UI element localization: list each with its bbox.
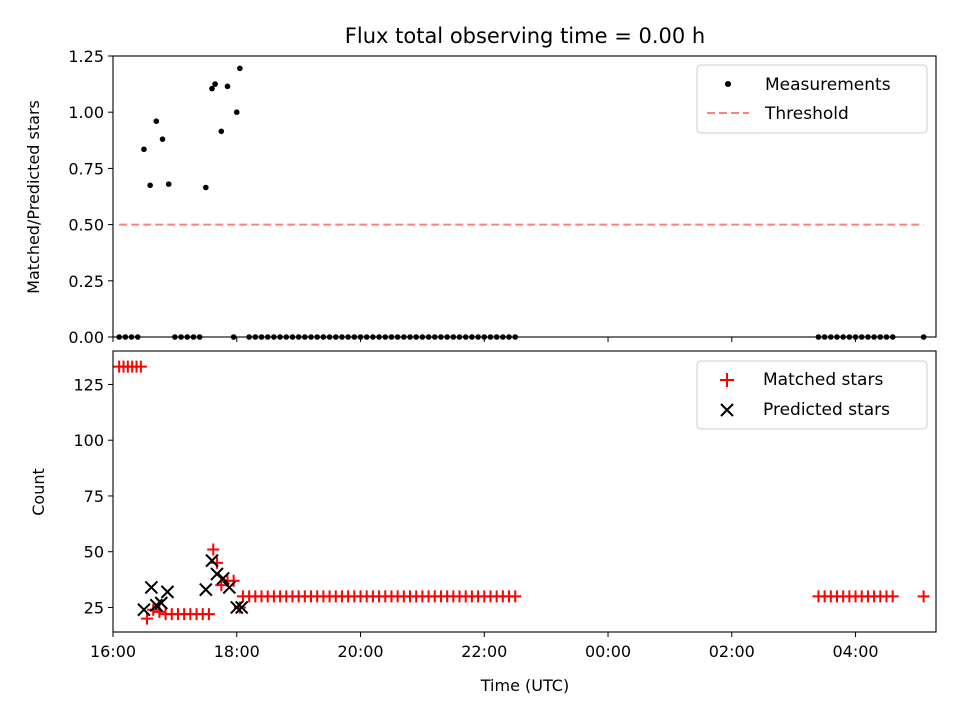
y-tick-label: 0.00 [68,328,104,347]
bottom-x-axis-label: Time (UTC) [480,676,569,695]
top-title: Flux total observing time = 0.00 h [345,24,705,48]
legend-predicted-marker [720,403,734,417]
top-legend: Measurements Threshold [696,64,928,134]
legend-matched-marker [720,373,734,387]
bottom-y-axis-label: Count [29,468,48,516]
measurement-point [141,146,147,153]
predicted-star-point [160,585,175,599]
y-tick-label: 25 [84,598,104,617]
measurement-point [165,181,172,187]
x-tick-label: 22:00 [461,642,507,661]
measurement-point [159,136,166,142]
measurement-point [224,83,231,90]
top-plot-frame [112,55,937,338]
x-tick-label: 02:00 [709,642,755,661]
bottom-plot-marks [113,360,930,625]
predicted-star-point [205,553,219,568]
measurement-point [203,184,209,191]
measurement-point [218,128,225,135]
predicted-star-point [137,602,151,617]
top-y-axis-label: Matched/Predicted stars [24,100,43,294]
y-tick-label: 75 [84,487,104,506]
top-plot-marks [116,65,927,340]
measurement-point [147,182,153,189]
y-tick-label: 0.25 [68,272,104,291]
predicted-star-point [230,600,244,615]
matched-star-point [207,543,220,556]
matched-star-point [227,574,240,587]
y-tick-label: 1.25 [68,47,104,66]
predicted-star-point [222,580,237,595]
legend-measurements-label: Measurements [765,75,891,95]
y-tick-label: 0.50 [68,216,104,235]
legend-predicted-label: Predicted stars [763,400,890,420]
measurement-point [233,109,240,115]
legend-matched-label: Matched stars [763,370,883,390]
predicted-star-point [154,596,168,610]
bottom-plot-frame [112,350,937,633]
x-tick-label: 04:00 [833,642,879,661]
y-tick-label: 100 [73,431,104,450]
matched-star-point [141,612,154,625]
bottom-axes: 25 50 75 100 125 16:00 18:00 20:00 22:00 00:00 02:… [73,375,878,661]
x-tick-label: 16:00 [90,642,136,661]
predicted-star-point [235,600,249,615]
top-panel: Flux total observing time = 0.00 h Match… [24,24,937,347]
y-tick-label: 0.75 [68,159,104,178]
bottom-legend-box [696,360,928,430]
predicted-star-point [210,567,224,581]
top-legend-box [696,64,928,134]
x-tick-label: 00:00 [585,642,631,661]
x-tick-label: 18:00 [214,642,260,661]
bottom-legend: Matched stars Predicted stars [696,360,928,430]
x-tick-label: 20:00 [337,642,383,661]
measurement-point [237,65,243,72]
measurement-point [212,81,218,87]
y-tick-label: 50 [84,543,104,562]
y-tick-label: 125 [73,375,104,394]
y-tick-label: 1.00 [68,103,104,122]
predicted-star-point [144,580,159,595]
matched-star-point [509,590,522,603]
measurement-point [209,85,215,92]
matched-star-point [134,360,147,373]
legend-threshold-label: Threshold [764,104,849,124]
measurement-point [153,118,160,124]
matched-star-point [886,590,899,603]
matched-star-point [202,608,215,621]
predicted-star-point [199,582,213,597]
matched-star-point [917,590,930,603]
predicted-star-point [216,571,230,586]
legend-measurements-marker [725,81,731,87]
top-axes: 0.00 0.25 0.50 0.75 1.00 1.25 [68,47,857,347]
